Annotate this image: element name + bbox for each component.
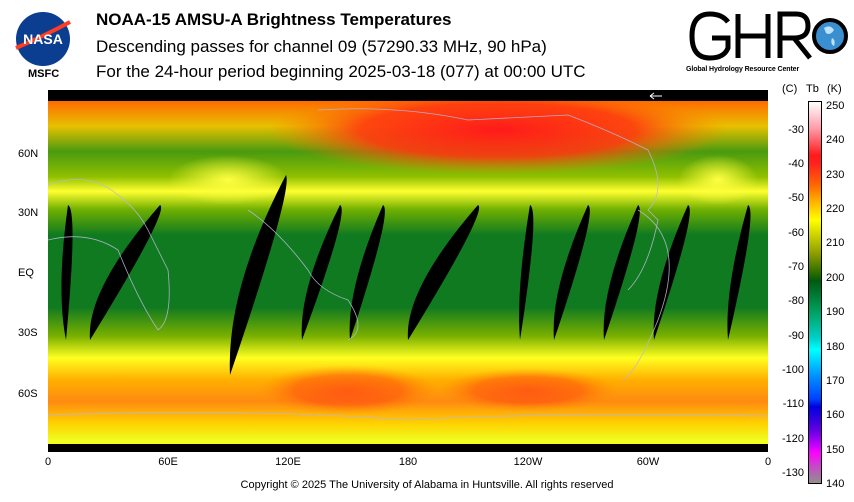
kelvin-tick-label: 180 <box>826 340 845 353</box>
celsius-tick-label: -100 <box>781 364 804 377</box>
kelvin-tick-label: 200 <box>826 271 845 284</box>
y-tick-label: 60S <box>18 388 38 400</box>
kelvin-tick-label: 240 <box>826 134 845 147</box>
nasa-logo: NASA <box>15 12 71 66</box>
x-tick-label: 0 <box>764 456 772 468</box>
kelvin-tick-label: 250 <box>826 100 845 112</box>
brightness-temperature-map <box>48 90 768 452</box>
tb-label: Tb <box>806 83 819 95</box>
kelvin-tick-label: 210 <box>826 237 845 250</box>
y-tick-label: 30S <box>18 327 38 339</box>
celsius-tick-label: -30 <box>788 123 804 136</box>
kelvin-tick-label: 150 <box>826 443 845 456</box>
kelvin-tick-label: 190 <box>826 306 845 319</box>
celsius-tick-label: -110 <box>782 398 804 411</box>
kelvin-label: (K) <box>827 83 842 95</box>
colorbar <box>808 101 822 484</box>
y-tick-label: EQ <box>18 267 34 279</box>
x-tick-label: 120W <box>513 456 543 468</box>
kelvin-tick-label: 220 <box>826 203 845 216</box>
celsius-tick-label: -40 <box>788 157 804 170</box>
x-tick-label: 180 <box>398 456 418 468</box>
chart-subtitle: Descending passes for channel 09 (57290.… <box>96 37 547 56</box>
period-label: For the 24-hour period beginning 2025-03… <box>96 62 586 81</box>
x-tick-label: 60W <box>636 456 660 468</box>
celsius-tick-label: -50 <box>788 192 804 205</box>
chart-title: NOAA-15 AMSU-A Brightness Temperatures <box>96 10 452 29</box>
celsius-tick-label: -90 <box>788 329 804 342</box>
celsius-tick-label: -60 <box>788 226 804 239</box>
ghrc-full-name: Global Hydrology Resource Center <box>686 66 800 73</box>
kelvin-tick-label: 140 <box>826 478 845 490</box>
x-tick-label: 120E <box>275 456 301 468</box>
celsius-label: (C) <box>782 83 798 95</box>
x-tick-label: 0 <box>44 456 52 468</box>
celsius-tick-label: -120 <box>781 432 804 445</box>
kelvin-tick-label: 160 <box>826 409 845 422</box>
celsius-tick-label: -130 <box>781 467 804 480</box>
celsius-tick-label: -70 <box>788 260 804 273</box>
y-tick-label: 30N <box>18 207 39 219</box>
coastlines <box>48 108 768 421</box>
celsius-tick-label: -80 <box>788 295 804 308</box>
svg-text:NASA: NASA <box>23 31 63 47</box>
y-tick-label: 60N <box>18 148 39 160</box>
copyright: Copyright © 2025 The University of Alaba… <box>240 479 614 491</box>
x-tick-label: 60E <box>158 456 178 468</box>
ghrc-logo <box>689 11 848 61</box>
msfc-label: MSFC <box>28 68 60 80</box>
kelvin-tick-label: 230 <box>826 168 845 181</box>
kelvin-tick-label: 170 <box>826 374 845 387</box>
